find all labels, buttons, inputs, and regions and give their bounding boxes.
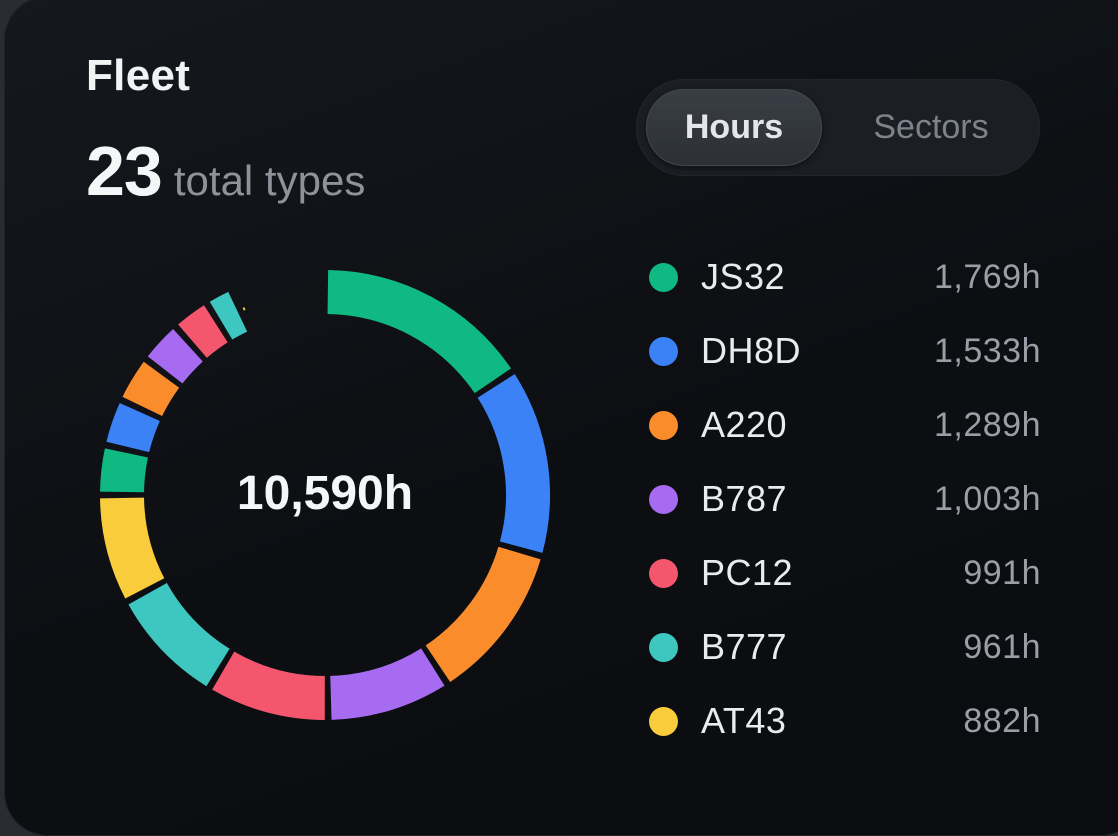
donut-slice-other-9[interactable] [122,361,180,417]
legend-value: 1,533h [934,331,1041,370]
card-title: Fleet [86,51,191,100]
legend-row-a220[interactable]: A220 1,289h [649,388,1041,462]
legend-swatch [649,336,678,366]
donut-slice-at43[interactable] [100,497,165,599]
legend-value: 882h [963,701,1041,740]
legend-value: 1,769h [934,257,1041,296]
donut-slice-dh8d[interactable] [477,374,550,553]
donut-slice-pc12[interactable] [212,651,326,720]
donut-slice-other-12[interactable] [209,291,248,340]
legend-name: B777 [701,626,788,667]
legend-name: B787 [701,478,788,519]
legend-swatch [649,410,678,440]
legend-value: 1,289h [934,405,1041,444]
legend-swatch [649,632,678,662]
legend-name: AT43 [701,700,787,741]
fleet-legend: JS32 1,769h DH8D 1,533h A220 1,289h B787… [649,240,1041,758]
total-label: total types [173,157,366,204]
legend-swatch [649,484,678,514]
donut-slice-b777[interactable] [128,582,231,687]
total-types: 23 total types [86,131,365,211]
legend-row-b787[interactable]: B787 1,003h [649,462,1041,536]
donut-slice-other-10[interactable] [147,329,204,384]
legend-row-b777[interactable]: B777 961h [649,610,1041,684]
donut-slice-b787[interactable] [329,648,445,720]
legend-name: A220 [701,404,788,445]
legend-row-dh8d[interactable]: DH8D 1,533h [649,314,1041,388]
legend-row-at43[interactable]: AT43 882h [649,684,1041,758]
donut-slice-other-7[interactable] [100,448,149,493]
legend-swatch [649,262,678,292]
legend-name: JS32 [701,256,786,297]
donut-slice-other-13[interactable] [242,307,246,311]
donut-slice-js32[interactable] [327,270,512,394]
legend-name: PC12 [701,552,794,593]
donut-slice-other-8[interactable] [106,402,161,453]
legend-name: DH8D [701,330,802,371]
legend-value: 961h [963,627,1041,666]
donut-slice-a220[interactable] [425,546,541,682]
donut-slice-other-11[interactable] [178,305,228,359]
metric-toggle: Hours Sectors [636,79,1040,176]
legend-swatch [649,558,678,588]
fleet-card: Fleet 23 total types Hours Sectors 10,59… [4,0,1118,836]
legend-value: 991h [963,553,1041,592]
legend-swatch [649,706,678,736]
legend-value: 1,003h [934,479,1041,518]
sectors-toggle-button[interactable]: Sectors [873,108,989,146]
fleet-donut-chart [100,270,550,720]
donut-center-total: 10,590h [236,467,414,520]
legend-row-pc12[interactable]: PC12 991h [649,536,1041,610]
legend-row-js32[interactable]: JS32 1,769h [649,240,1041,314]
hours-toggle-button[interactable]: Hours [646,89,822,166]
total-count: 23 [86,132,163,210]
